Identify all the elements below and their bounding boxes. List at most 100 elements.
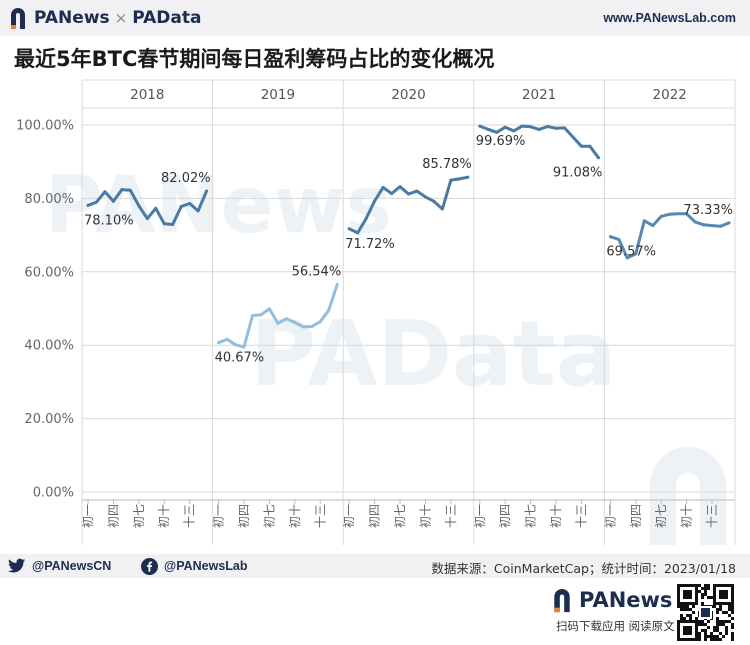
data-label: 85.78% [422, 157, 472, 172]
data-point [651, 224, 655, 228]
y-tick-label: 80.00% [24, 192, 74, 207]
x-tick-label: 初一 [473, 504, 487, 528]
x-tick-label: 十三 [313, 504, 327, 528]
data-source-note: 数据来源：CoinMarketCap；统计时间：2023/01/18 [431, 561, 736, 576]
data-point [693, 220, 697, 224]
data-point [310, 325, 314, 328]
data-point [179, 205, 183, 208]
chart-title: 最近5年BTC春节期间每日盈利筹码占比的变化概况 [14, 47, 495, 71]
data-label: 91.08% [553, 166, 603, 181]
data-point [188, 202, 192, 205]
brand-separator: × [114, 9, 128, 27]
data-point [588, 144, 592, 148]
bottom-brand-text: PANews [579, 588, 673, 612]
x-tick-label: 初四 [498, 504, 512, 528]
panel-year-label: 2020 [391, 87, 425, 103]
watermark-panews: PANews [45, 161, 392, 251]
data-point [432, 199, 436, 203]
footer-bar [0, 554, 750, 578]
facebook-handle[interactable]: @PANewsLab [140, 557, 248, 575]
panel-year-label: 2019 [261, 87, 295, 103]
x-tick-label: 初四 [237, 504, 251, 528]
x-tick-label: 初一 [342, 504, 356, 528]
data-point [347, 227, 351, 231]
x-tick-label: 初十 [157, 504, 171, 528]
data-point [710, 224, 714, 228]
data-point [356, 231, 360, 235]
data-point [466, 175, 470, 179]
data-point [478, 124, 482, 128]
site-url[interactable]: www.PANewsLab.com [603, 11, 736, 25]
data-point [685, 212, 689, 216]
data-point [659, 214, 663, 218]
x-tick-label: 十三 [705, 504, 719, 528]
data-point [719, 224, 722, 228]
x-tick-label: 初一 [81, 504, 95, 528]
y-tick-label: 60.00% [24, 265, 74, 280]
data-point [373, 199, 377, 203]
data-label: 56.54% [292, 264, 342, 279]
bottom-brand-logo[interactable]: PANews [551, 586, 672, 614]
data-point [702, 223, 706, 227]
data-point [171, 223, 175, 226]
data-point [284, 317, 288, 321]
bottom-caption: 扫码下载应用 阅读原文 [556, 619, 675, 633]
data-point [154, 206, 158, 210]
header-logo[interactable]: PANews × PAData [8, 4, 201, 32]
data-point [205, 189, 209, 193]
data-point [449, 178, 453, 182]
data-point [95, 200, 98, 204]
qr-code-icon[interactable] [677, 584, 734, 641]
x-tick-label: 初四 [106, 504, 120, 528]
twitter-icon [8, 557, 26, 575]
data-point [103, 190, 107, 194]
data-point [580, 144, 583, 148]
data-label: 40.67% [215, 351, 265, 366]
twitter-handle[interactable]: @PANewsCN [8, 557, 111, 575]
data-point [503, 125, 507, 129]
data-point [276, 321, 280, 325]
data-point [668, 212, 672, 216]
data-point [407, 192, 410, 196]
x-tick-label: 十三 [183, 504, 197, 528]
data-point [267, 307, 271, 311]
header-bar: PANews × PAData www.PANewsLab.com [0, 0, 750, 36]
data-point [225, 337, 229, 341]
data-label: 73.33% [683, 203, 733, 218]
x-tick-label: 初十 [288, 504, 302, 528]
y-tick-label: 20.00% [24, 412, 74, 427]
x-tick-label: 初四 [368, 504, 382, 528]
data-point [554, 126, 558, 130]
data-point [617, 238, 621, 241]
data-point [137, 204, 141, 208]
data-point [86, 203, 90, 207]
panews-logo-icon [554, 589, 570, 613]
x-tick-label: 初一 [603, 504, 617, 528]
data-point [537, 127, 541, 131]
data-point [381, 185, 385, 189]
data-point [318, 320, 322, 324]
watermark-logo-icon [650, 447, 726, 545]
data-point [145, 217, 149, 221]
x-tick-label: 初十 [549, 504, 563, 528]
data-point [486, 127, 490, 131]
data-point [495, 130, 499, 134]
data-point [625, 256, 629, 260]
data-point [120, 188, 124, 192]
data-point [259, 313, 263, 317]
data-point [301, 325, 305, 329]
data-point [440, 207, 444, 211]
data-point [423, 195, 427, 199]
twitter-label: @PANewsCN [32, 559, 112, 573]
x-tick-label: 初七 [132, 504, 146, 528]
y-tick-label: 40.00% [24, 339, 74, 354]
x-tick-label: 初七 [524, 504, 538, 528]
data-point [398, 185, 402, 189]
data-point [520, 124, 524, 128]
data-point [327, 308, 331, 312]
data-point [234, 343, 237, 347]
data-point [596, 156, 600, 160]
panel-year-label: 2021 [522, 87, 556, 103]
data-point [457, 177, 461, 181]
x-tick-label: 初七 [654, 504, 668, 528]
